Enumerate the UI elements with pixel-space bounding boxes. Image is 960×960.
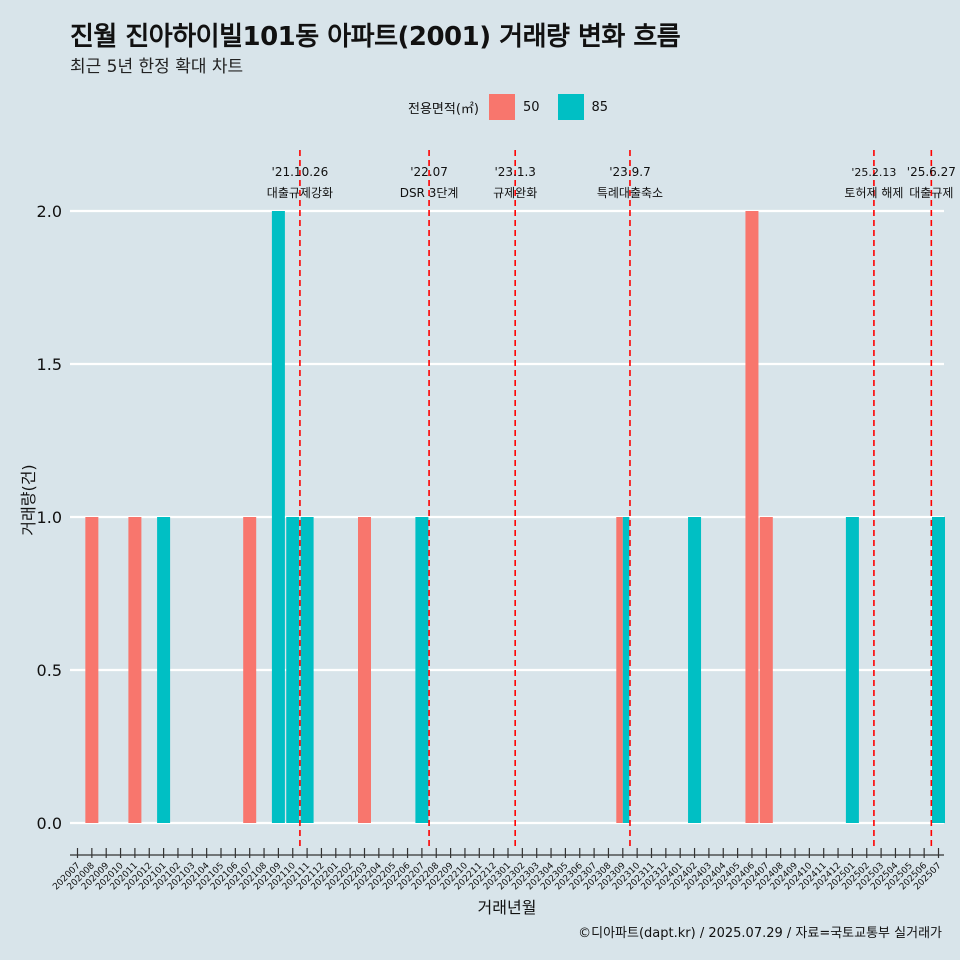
chart-subtitle: 최근 5년 한정 확대 차트 bbox=[70, 57, 244, 77]
event-label: 대출규제 bbox=[909, 186, 953, 200]
bar-85-202207 bbox=[415, 517, 429, 823]
bar-85-202309 bbox=[622, 517, 630, 823]
legend-label-50: 50 bbox=[522, 99, 540, 115]
bar-85-202111 bbox=[300, 517, 314, 823]
bar-85-202101 bbox=[157, 517, 171, 823]
event-date-label: '23.9.7 bbox=[609, 165, 650, 179]
bar-50-202407 bbox=[759, 517, 773, 823]
legend: 전용면적(㎡) 50 85 bbox=[408, 92, 608, 122]
bar-50-202008 bbox=[85, 517, 99, 823]
x-axis-title: 거래년월 bbox=[478, 898, 537, 917]
bar-50-202011 bbox=[128, 517, 142, 823]
bar-50-202406 bbox=[745, 211, 759, 823]
y-tick-label: 0.0 bbox=[37, 814, 62, 833]
event-date-label: '23.1.3 bbox=[494, 165, 535, 179]
bar-85-202501 bbox=[845, 517, 859, 823]
event-label: 토허제 해제 bbox=[844, 186, 903, 200]
event-date-label: '22.07 bbox=[410, 165, 448, 179]
event-date-label: '25.2.13 bbox=[851, 166, 896, 179]
chart-title: 진월 진아하이빌101동 아파트(2001) 거래량 변화 흐름 bbox=[70, 22, 681, 52]
bar-50-202203 bbox=[358, 517, 371, 823]
y-tick-label: 1.0 bbox=[37, 508, 62, 527]
legend-swatch-85 bbox=[557, 94, 584, 120]
y-tick-label: 2.0 bbox=[37, 202, 62, 221]
event-label: 특례대출축소 bbox=[597, 186, 663, 200]
footer-credit: ©디아파트(dapt.kr) / 2025.07.29 / 자료=국토교통부 실… bbox=[578, 926, 942, 941]
event-date-label: '25.6.27 bbox=[907, 165, 956, 179]
bar-85-202109 bbox=[271, 211, 285, 823]
event-label: 규제완화 bbox=[493, 186, 537, 200]
bar-85-202507 bbox=[932, 517, 945, 823]
event-label: 대출규제강화 bbox=[267, 186, 333, 200]
legend-swatch-50 bbox=[488, 94, 515, 120]
bar-50-202309 bbox=[616, 517, 623, 823]
event-date-label: '21.10.26 bbox=[272, 165, 329, 179]
y-axis-title: 거래량(건) bbox=[19, 464, 38, 535]
bar-85-202110 bbox=[286, 517, 300, 823]
y-tick-label: 1.5 bbox=[37, 355, 62, 374]
bar-50-202107 bbox=[243, 517, 257, 823]
legend-label-85: 85 bbox=[591, 99, 609, 115]
bar-85-202402 bbox=[688, 517, 702, 823]
y-tick-label: 0.5 bbox=[37, 661, 62, 680]
event-label: DSR 3단계 bbox=[400, 186, 459, 200]
legend-title: 전용면적(㎡) bbox=[408, 101, 479, 117]
